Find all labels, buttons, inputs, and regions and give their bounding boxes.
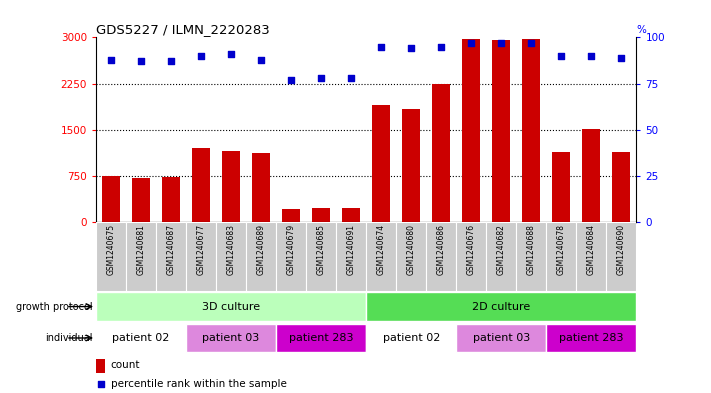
Bar bbox=[96, 222, 126, 291]
Point bbox=[316, 75, 327, 81]
Point bbox=[285, 77, 296, 83]
Bar bbox=[523, 39, 540, 222]
Bar bbox=[402, 109, 420, 222]
Bar bbox=[577, 222, 606, 291]
Bar bbox=[192, 148, 210, 222]
Text: GSM1240675: GSM1240675 bbox=[107, 224, 115, 275]
Bar bbox=[462, 39, 480, 222]
Bar bbox=[96, 292, 366, 321]
Text: patient 03: patient 03 bbox=[473, 333, 530, 343]
Bar bbox=[96, 359, 105, 373]
Bar bbox=[582, 129, 600, 222]
Bar bbox=[306, 222, 336, 291]
Point bbox=[405, 45, 417, 51]
Bar bbox=[486, 222, 516, 291]
Bar bbox=[432, 84, 450, 222]
Bar bbox=[312, 208, 330, 222]
Text: 3D culture: 3D culture bbox=[202, 301, 260, 312]
Point bbox=[95, 381, 107, 387]
Bar bbox=[186, 324, 276, 352]
Bar bbox=[246, 222, 276, 291]
Point bbox=[555, 53, 567, 59]
Text: GSM1240687: GSM1240687 bbox=[166, 224, 176, 275]
Bar bbox=[372, 105, 390, 222]
Point bbox=[586, 53, 597, 59]
Text: GSM1240678: GSM1240678 bbox=[557, 224, 566, 275]
Text: GSM1240689: GSM1240689 bbox=[257, 224, 266, 275]
Bar bbox=[552, 152, 570, 222]
Text: GSM1240688: GSM1240688 bbox=[527, 224, 536, 275]
Point bbox=[496, 40, 507, 46]
Bar bbox=[162, 177, 180, 222]
Text: count: count bbox=[111, 360, 140, 371]
Bar bbox=[96, 324, 186, 352]
Text: patient 03: patient 03 bbox=[203, 333, 260, 343]
Bar bbox=[186, 222, 216, 291]
Text: GSM1240684: GSM1240684 bbox=[587, 224, 596, 275]
Text: GSM1240685: GSM1240685 bbox=[316, 224, 326, 275]
Text: %: % bbox=[636, 26, 646, 35]
Text: GSM1240677: GSM1240677 bbox=[196, 224, 205, 275]
Text: GSM1240674: GSM1240674 bbox=[377, 224, 385, 275]
Point bbox=[105, 56, 117, 62]
Bar bbox=[606, 222, 636, 291]
Text: individual: individual bbox=[45, 333, 92, 343]
Text: GSM1240690: GSM1240690 bbox=[617, 224, 626, 275]
Point bbox=[225, 51, 237, 57]
Bar bbox=[366, 292, 636, 321]
Point bbox=[436, 43, 447, 50]
Text: GDS5227 / ILMN_2220283: GDS5227 / ILMN_2220283 bbox=[96, 23, 269, 36]
Text: percentile rank within the sample: percentile rank within the sample bbox=[111, 379, 287, 389]
Text: GSM1240676: GSM1240676 bbox=[466, 224, 476, 275]
Point bbox=[375, 43, 387, 50]
Point bbox=[255, 56, 267, 62]
Text: GSM1240680: GSM1240680 bbox=[407, 224, 416, 275]
Bar bbox=[102, 176, 120, 222]
Bar bbox=[132, 178, 150, 222]
Bar bbox=[516, 222, 546, 291]
Bar bbox=[336, 222, 366, 291]
Bar bbox=[546, 324, 636, 352]
Text: GSM1240686: GSM1240686 bbox=[437, 224, 446, 275]
Text: 2D culture: 2D culture bbox=[472, 301, 530, 312]
Text: GSM1240683: GSM1240683 bbox=[227, 224, 235, 275]
Bar bbox=[456, 222, 486, 291]
Point bbox=[616, 55, 627, 61]
Text: patient 283: patient 283 bbox=[559, 333, 624, 343]
Text: GSM1240681: GSM1240681 bbox=[137, 224, 146, 275]
Bar bbox=[342, 208, 360, 222]
Bar bbox=[216, 222, 246, 291]
Bar bbox=[276, 324, 366, 352]
Text: GSM1240691: GSM1240691 bbox=[347, 224, 356, 275]
Bar bbox=[126, 222, 156, 291]
Bar bbox=[492, 40, 510, 222]
Bar bbox=[612, 152, 631, 222]
Point bbox=[525, 40, 537, 46]
Text: GSM1240679: GSM1240679 bbox=[287, 224, 296, 275]
Bar bbox=[222, 151, 240, 222]
Bar bbox=[456, 324, 546, 352]
Text: growth protocol: growth protocol bbox=[16, 301, 92, 312]
Point bbox=[346, 75, 357, 81]
Bar bbox=[546, 222, 577, 291]
Bar bbox=[366, 324, 456, 352]
Bar bbox=[282, 209, 300, 222]
Text: patient 283: patient 283 bbox=[289, 333, 353, 343]
Text: patient 02: patient 02 bbox=[112, 333, 170, 343]
Bar bbox=[276, 222, 306, 291]
Text: patient 02: patient 02 bbox=[383, 333, 440, 343]
Bar bbox=[366, 222, 396, 291]
Point bbox=[135, 58, 146, 64]
Bar bbox=[252, 153, 270, 222]
Bar bbox=[396, 222, 426, 291]
Point bbox=[166, 58, 177, 64]
Point bbox=[196, 53, 207, 59]
Bar bbox=[426, 222, 456, 291]
Point bbox=[466, 40, 477, 46]
Text: GSM1240682: GSM1240682 bbox=[497, 224, 506, 275]
Bar bbox=[156, 222, 186, 291]
